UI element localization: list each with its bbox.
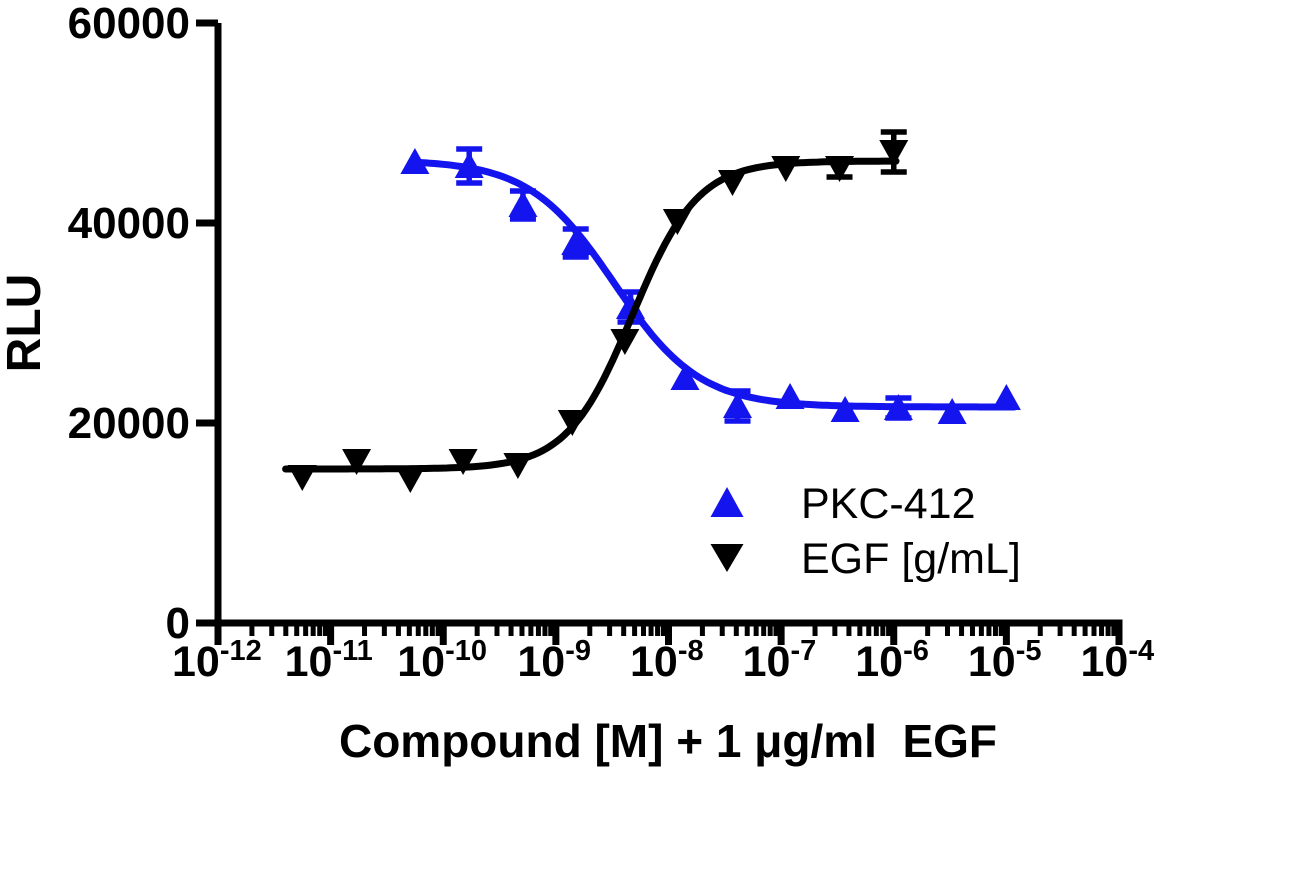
- x-tick-label: 10-9: [517, 635, 591, 686]
- pkc412-data-point: [670, 364, 700, 390]
- pkc412-data-point: [454, 152, 484, 178]
- egf-data-point: [448, 449, 478, 475]
- x-axis-title: Compound [M] + 1 μg/ml EGF: [339, 715, 997, 767]
- series-layer: [282, 129, 1021, 493]
- y-axis: 0 20000 40000 60000: [68, 0, 222, 648]
- pkc412-data-point: [508, 191, 538, 217]
- pkc412-fit-curve: [413, 158, 1018, 411]
- y-tick-label: 40000: [68, 199, 190, 248]
- pkc412-data-point: [991, 384, 1021, 410]
- egf-fit-curve: [282, 157, 900, 473]
- pkc412-data-point: [830, 396, 860, 422]
- pkc412-data-point: [937, 398, 967, 424]
- y-tick-label: 20000: [68, 399, 190, 448]
- x-tick-label: 10-6: [855, 635, 929, 686]
- y-axis-title: RLU: [0, 274, 51, 373]
- egf-data-point: [557, 410, 587, 436]
- pkc412-data-point: [883, 394, 913, 420]
- egf-data-point: [717, 170, 747, 196]
- egf-data-point: [287, 465, 317, 491]
- legend-marker-pkc412-icon: [710, 487, 744, 517]
- egf-data-point: [503, 453, 533, 479]
- egf-data-point: [395, 467, 425, 493]
- egf-data-point: [662, 209, 692, 235]
- x-tick-label: 10-11: [285, 635, 373, 686]
- y-tick-label: 0: [166, 599, 190, 648]
- legend-label-pkc412: PKC-412: [801, 480, 975, 528]
- series-egf: [282, 129, 909, 493]
- x-tick-label: 10-7: [743, 635, 817, 686]
- egf-data-point: [342, 449, 372, 475]
- x-tick-label: 10-10: [397, 635, 487, 686]
- egf-data-point: [771, 156, 801, 182]
- pkc412-data-point: [400, 148, 430, 174]
- x-tick-label: 10-5: [968, 635, 1042, 686]
- legend-marker-egf-icon: [710, 544, 744, 572]
- x-tick-label: 10-12: [172, 635, 262, 686]
- egf-data-point: [825, 156, 855, 182]
- legend: PKC-412 EGF [g/mL]: [710, 480, 1021, 583]
- egf-data-point: [610, 329, 640, 355]
- y-tick-label: 60000: [68, 0, 190, 48]
- egf-data-point: [879, 140, 909, 166]
- pkc412-data-point: [561, 229, 591, 255]
- x-tick-label: 10-8: [630, 635, 704, 686]
- pkc412-data-point: [775, 383, 805, 409]
- pkc412-data-point: [616, 293, 646, 319]
- x-axis: 10-12 10-11 10-10 10-9 10-8 10-7 10-6 10-5 10-4: [172, 619, 1155, 686]
- x-tick-label: 10-4: [1081, 635, 1155, 686]
- legend-label-egf: EGF [g/mL]: [801, 535, 1021, 583]
- pkc412-data-point: [723, 392, 753, 418]
